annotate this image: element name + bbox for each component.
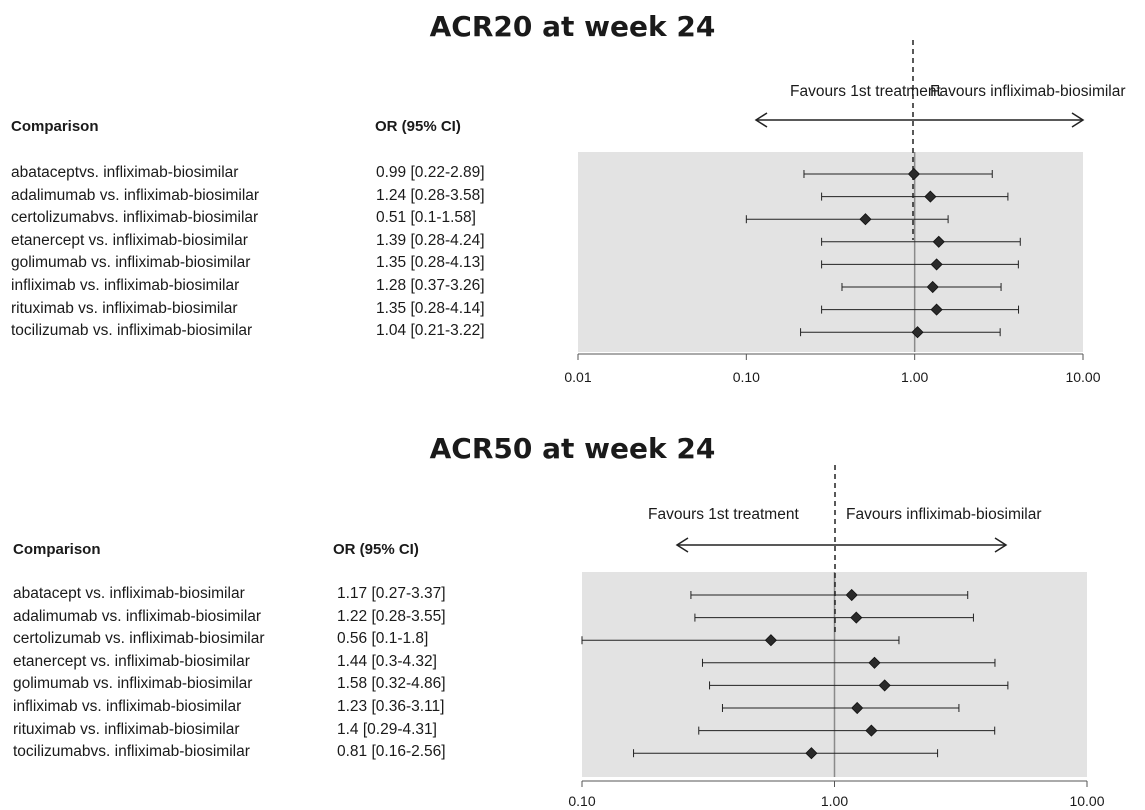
or-ci-value: 1.4 [0.29-4.31] <box>337 720 437 738</box>
comparison-label: golimumab vs. infliximab-biosimilar <box>11 254 251 272</box>
comparison-label: certolizumab vs. infliximab-biosimilar <box>13 630 265 648</box>
or-point-diamond <box>930 258 943 271</box>
or-point-diamond <box>805 747 818 760</box>
or-ci-value: 1.24 [0.28-3.58] <box>376 186 485 204</box>
or-ci-value: 1.44 [0.3-4.32] <box>337 652 437 670</box>
comparison-label: certolizumabvs. infliximab-biosimilar <box>11 209 259 227</box>
favours-right-label: Favours infliximab-biosimilar <box>930 83 1126 100</box>
or-point-diamond <box>845 588 858 602</box>
forest-panel-acr50: ACR50 at week 24 Comparison OR (95% CI) … <box>0 405 1145 810</box>
comparison-label: adalimumab vs. infliximab-biosimilar <box>13 607 262 625</box>
comparison-label: etanercept vs. infliximab-biosimilar <box>11 231 248 249</box>
plot-background <box>578 152 1083 352</box>
or-ci-value: 1.17 [0.27-3.37] <box>337 585 446 602</box>
comparison-column-header: Comparison <box>11 118 99 135</box>
x-tick-label: 0.01 <box>564 369 591 385</box>
forest-panel-acr20: ACR20 at week 24 Comparison OR (95% CI) … <box>11 10 1126 385</box>
or-ci-value: 1.28 [0.37-3.26] <box>376 277 485 294</box>
comparison-label: infliximab vs. infliximab-biosimilar <box>13 698 242 715</box>
or-ci-value: 0.51 [0.1-1.58] <box>376 209 476 227</box>
comparison-label: rituximab vs. infliximab-biosimilar <box>11 299 238 317</box>
comparison-label: abataceptvs. infliximab-biosimilar <box>11 164 239 181</box>
or-point-diamond <box>850 611 863 624</box>
or-point-diamond <box>930 303 943 316</box>
or-ci-value: 0.81 [0.16-2.56] <box>337 743 446 761</box>
comparison-label: abatacept vs. infliximab-biosimilar <box>13 585 245 602</box>
or-ci-value: 1.35 [0.28-4.14] <box>376 299 485 317</box>
or-point-diamond <box>932 235 945 248</box>
chart-title: ACR50 at week 24 <box>429 432 716 465</box>
or-point-diamond <box>926 280 939 294</box>
arrow-right-head <box>994 537 1008 553</box>
or-column-header: OR (95% CI) <box>333 541 419 558</box>
comparison-label: tocilizumabvs. infliximab-biosimilar <box>13 743 250 761</box>
x-tick-label: 10.00 <box>1069 793 1104 809</box>
comparison-column-header: Comparison <box>13 541 101 558</box>
or-ci-value: 1.23 [0.36-3.11] <box>337 698 445 715</box>
or-point-diamond <box>764 634 777 647</box>
arrow-right-head <box>1071 112 1085 128</box>
or-point-diamond <box>851 701 864 715</box>
or-point-diamond <box>868 656 881 669</box>
x-tick-label: 10.00 <box>1065 369 1100 385</box>
comparison-label: adalimumab vs. infliximab-biosimilar <box>11 186 260 204</box>
comparison-label: etanercept vs. infliximab-biosimilar <box>13 652 250 670</box>
or-ci-value: 1.58 [0.32-4.86] <box>337 675 446 693</box>
or-point-diamond <box>911 326 924 339</box>
or-point-diamond <box>859 213 872 226</box>
favours-left-label: Favours 1st treatment <box>648 506 799 523</box>
or-point-diamond <box>878 679 891 692</box>
x-tick-label: 1.00 <box>901 369 928 385</box>
or-ci-value: 1.04 [0.21-3.22] <box>376 322 485 340</box>
or-ci-value: 0.99 [0.22-2.89] <box>376 164 485 181</box>
chart-title: ACR20 at week 24 <box>429 10 716 43</box>
or-ci-value: 0.56 [0.1-1.8] <box>337 630 429 648</box>
comparison-label: golimumab vs. infliximab-biosimilar <box>13 675 253 693</box>
or-ci-value: 1.35 [0.28-4.13] <box>376 254 485 272</box>
or-ci-value: 1.39 [0.28-4.24] <box>376 231 485 249</box>
or-point-diamond <box>865 724 878 737</box>
comparison-label: infliximab vs. infliximab-biosimilar <box>11 277 240 294</box>
x-tick-label: 0.10 <box>568 793 595 809</box>
or-point-diamond <box>924 190 937 203</box>
arrow-left-head <box>675 537 689 553</box>
comparison-label: rituximab vs. infliximab-biosimilar <box>13 720 240 738</box>
arrow-left-head <box>754 112 768 128</box>
or-column-header: OR (95% CI) <box>375 118 461 135</box>
favours-right-label: Favours infliximab-biosimilar <box>846 506 1042 523</box>
forest-plot-svg: Favours 1st treatment Favours infliximab-… <box>568 465 1105 809</box>
x-tick-label: 0.10 <box>733 369 760 385</box>
favours-left-label: Favours 1st treatment <box>790 83 941 100</box>
comparison-label: tocilizumab vs. infliximab-biosimilar <box>11 322 253 340</box>
x-tick-label: 1.00 <box>821 793 848 809</box>
or-ci-value: 1.22 [0.28-3.55] <box>337 607 446 625</box>
or-point-diamond <box>907 167 920 181</box>
